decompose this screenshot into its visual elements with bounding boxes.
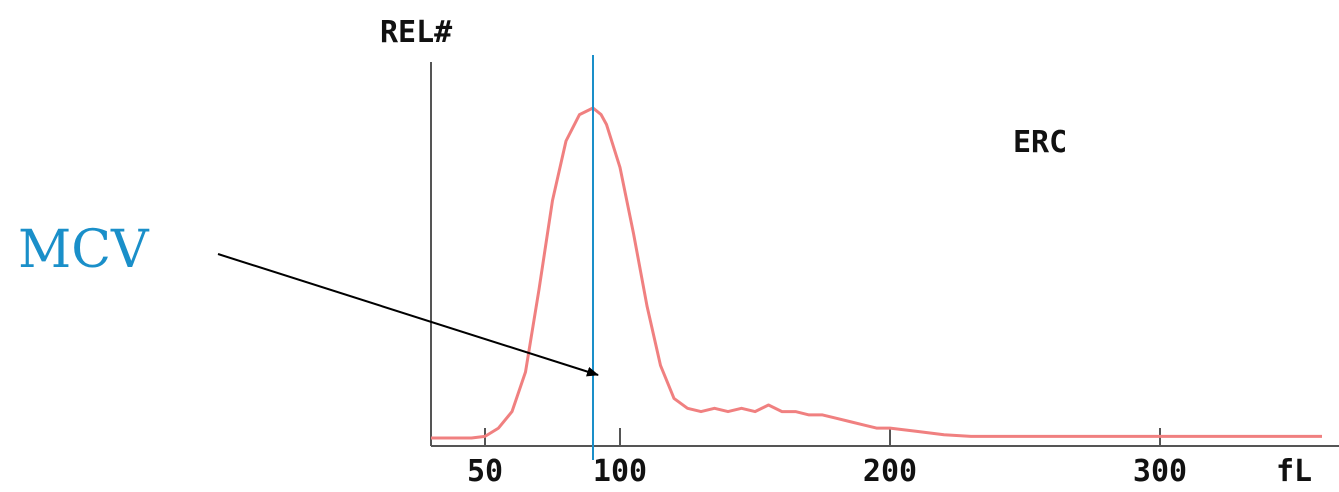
x-tick-label-300: 300 [1133,454,1187,489]
axes [430,62,1339,447]
series-label-erc: ERC [1013,125,1067,160]
x-tick-label-50: 50 [467,454,503,489]
mcv-arrow [217,253,599,377]
x-tick-label-100: 100 [593,454,647,489]
series-line-erc [431,106,1322,440]
x-tick-label-200: 200 [863,454,917,489]
y-axis-label: REL# [380,15,452,50]
mcv-annotation-label: MCV [18,220,150,280]
x-axis-label: fL [1276,454,1312,489]
x-tick-labels: 50 100 200 300 [467,454,1187,489]
